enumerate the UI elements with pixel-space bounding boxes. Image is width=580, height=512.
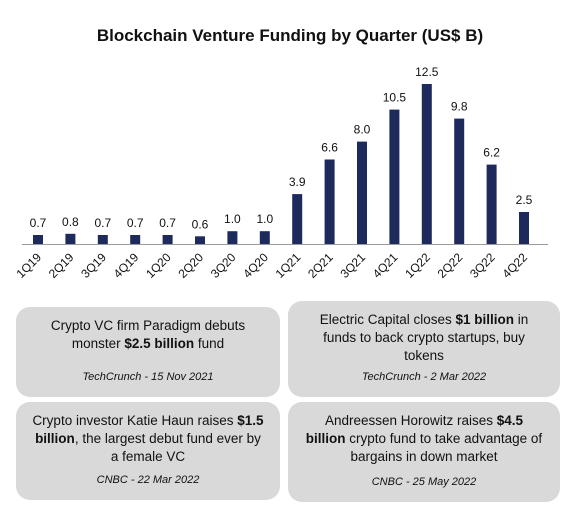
data-label-2Q22: 9.8: [451, 100, 468, 114]
tick-label-2Q22: 2Q22: [435, 250, 466, 281]
bar-2Q22: [454, 118, 465, 244]
data-label-3Q19: 0.7: [94, 216, 111, 230]
data-label-1Q21: 3.9: [289, 175, 306, 189]
bar-2Q21: [324, 159, 335, 244]
bar-2Q20: [195, 236, 205, 244]
card-source: CNBC - 22 Mar 2022: [96, 474, 200, 486]
headline-amount: $1.5 billion: [35, 413, 264, 446]
bar-chart: 0.7 1Q19 0.8 2Q19 0.7 3Q19 0.7 4Q19 0.7 1Q20 0.6 2Q…: [13, 65, 548, 281]
data-label-4Q20: 1.0: [256, 212, 273, 226]
headline-text: fund: [194, 336, 225, 351]
card-headline: Crypto investor Katie Haun raises $1.5 b…: [32, 412, 264, 466]
tick-label-1Q19: 1Q19: [13, 250, 44, 281]
headline-text: in funds to back crypto startups, buy to…: [323, 312, 529, 363]
bar-3Q22: [486, 164, 497, 244]
data-label-4Q21: 10.5: [383, 91, 407, 105]
bar-3Q20: [227, 231, 238, 244]
headline-amount: $2.5 billion: [124, 336, 195, 351]
tick-label-4Q19: 4Q19: [111, 250, 142, 281]
data-label-4Q19: 0.7: [127, 216, 144, 230]
bar-4Q19: [130, 235, 141, 244]
tick-label-3Q22: 3Q22: [467, 250, 498, 281]
data-label-3Q20: 1.0: [224, 212, 241, 226]
bar-4Q21: [389, 109, 400, 244]
bar-1Q20: [162, 235, 173, 244]
card-source: TechCrunch - 15 Nov 2021: [82, 371, 214, 383]
headline-text: , the largest debut fund ever by a femal…: [74, 431, 261, 464]
chart-title: Blockchain Venture Funding by Quarter (U…: [96, 26, 484, 45]
bar-1Q22: [421, 84, 432, 244]
headline-text: Andreessen Horowitz raises: [324, 413, 497, 428]
headline-amount: $4.5 billion: [305, 413, 524, 446]
news-card-paradigm: Crypto VC firm Paradigm debuts monster $…: [16, 307, 280, 397]
card-headline: Electric Capital closes $1 billion in fu…: [304, 311, 544, 365]
headline-text: Electric Capital closes: [319, 312, 456, 327]
bar-3Q21: [357, 141, 367, 244]
tick-label-1Q20: 1Q20: [143, 250, 174, 281]
headline-text: Crypto investor Katie Haun raises: [32, 413, 238, 428]
tick-label-3Q21: 3Q21: [337, 250, 368, 281]
bar-1Q21: [292, 194, 303, 244]
bar-4Q20: [259, 231, 270, 244]
news-card-andreessen-horowitz: Andreessen Horowitz raises $4.5 billion …: [288, 402, 560, 502]
data-label-3Q22: 6.2: [483, 146, 500, 160]
card-headline: Crypto VC firm Paradigm debuts monster $…: [32, 317, 264, 353]
tick-label-1Q21: 1Q21: [273, 250, 304, 281]
bar-3Q19: [97, 235, 108, 244]
headline-text: Crypto VC firm Paradigm debuts monster: [50, 318, 246, 351]
data-label-1Q19: 0.7: [30, 216, 47, 230]
bar-1Q19: [33, 235, 43, 244]
data-label-2Q19: 0.8: [62, 215, 79, 229]
bar-4Q22: [519, 212, 529, 244]
card-source: TechCrunch - 2 Mar 2022: [361, 371, 487, 383]
tick-label-4Q21: 4Q21: [370, 250, 401, 281]
headline-text: crypto fund to take advantage of bargain…: [345, 431, 543, 464]
tick-label-1Q22: 1Q22: [402, 250, 433, 281]
data-label-1Q20: 0.7: [159, 216, 176, 230]
card-headline: Andreessen Horowitz raises $4.5 billion …: [304, 412, 544, 466]
headline-amount: $1 billion: [455, 312, 515, 327]
data-label-2Q21: 6.6: [321, 141, 338, 155]
tick-label-3Q19: 3Q19: [78, 250, 109, 281]
tick-label-3Q20: 3Q20: [208, 250, 239, 281]
tick-label-2Q20: 2Q20: [175, 250, 206, 281]
data-label-4Q22: 2.5: [516, 193, 533, 207]
tick-label-2Q19: 2Q19: [46, 250, 77, 281]
tick-label-4Q20: 4Q20: [240, 250, 271, 281]
card-source: CNBC - 25 May 2022: [371, 476, 477, 488]
tick-label-2Q21: 2Q21: [305, 250, 336, 281]
tick-label-4Q22: 4Q22: [499, 250, 530, 281]
data-label-2Q20: 0.6: [192, 217, 209, 231]
news-card-electric-capital: Electric Capital closes $1 billion in fu…: [288, 301, 560, 397]
data-label-3Q21: 8.0: [354, 123, 371, 137]
news-card-katie-haun: Crypto investor Katie Haun raises $1.5 b…: [16, 402, 280, 500]
data-label-1Q22: 12.5: [415, 65, 439, 79]
bar-2Q19: [65, 233, 76, 244]
